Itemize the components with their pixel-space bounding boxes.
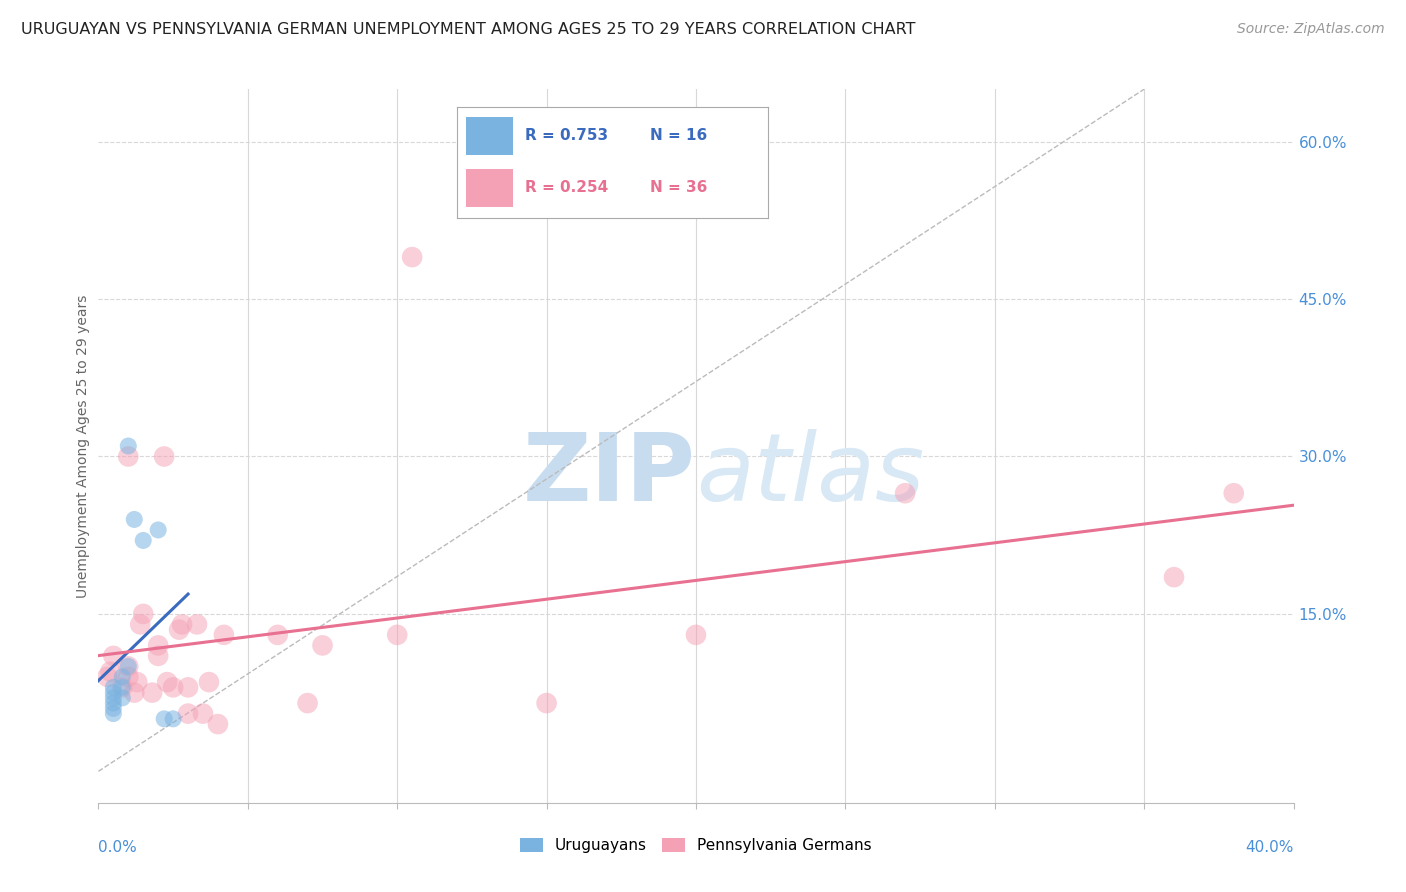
Point <box>141 685 163 699</box>
Point <box>148 639 170 653</box>
Point <box>129 617 152 632</box>
Point <box>132 533 155 548</box>
Point <box>111 681 134 695</box>
Point <box>385 628 409 642</box>
Point <box>148 523 170 537</box>
Text: 0.0%: 0.0% <box>98 839 138 855</box>
Text: N = 36: N = 36 <box>650 179 707 194</box>
Point <box>297 696 319 710</box>
Point <box>401 250 423 264</box>
Point <box>124 685 146 699</box>
Legend: Uruguayans, Pennsylvania Germans: Uruguayans, Pennsylvania Germans <box>513 831 879 859</box>
Point <box>96 670 118 684</box>
FancyBboxPatch shape <box>467 117 513 154</box>
Text: 40.0%: 40.0% <box>1246 839 1294 855</box>
Point <box>103 681 125 695</box>
Point <box>111 670 134 684</box>
Point <box>153 712 176 726</box>
Point <box>103 696 125 710</box>
Point <box>156 675 179 690</box>
Point <box>267 628 290 642</box>
Point <box>311 639 333 653</box>
Text: R = 0.254: R = 0.254 <box>526 179 609 194</box>
Point <box>198 675 221 690</box>
Point <box>103 690 125 705</box>
Point <box>894 486 917 500</box>
Point <box>177 706 200 721</box>
Text: ZIP: ZIP <box>523 428 696 521</box>
Point <box>536 696 558 710</box>
Point <box>212 628 235 642</box>
Point <box>191 706 214 721</box>
Point <box>148 648 170 663</box>
Point <box>1223 486 1246 500</box>
Text: R = 0.753: R = 0.753 <box>526 128 609 143</box>
Point <box>172 617 194 632</box>
Point <box>117 659 139 673</box>
Point <box>162 681 184 695</box>
Point <box>117 439 139 453</box>
Text: Source: ZipAtlas.com: Source: ZipAtlas.com <box>1237 22 1385 37</box>
Point <box>117 450 139 464</box>
FancyBboxPatch shape <box>467 169 513 207</box>
Point <box>186 617 208 632</box>
Point <box>153 450 176 464</box>
Point <box>103 685 125 699</box>
Point <box>124 512 146 526</box>
Point <box>111 681 134 695</box>
Y-axis label: Unemployment Among Ages 25 to 29 years: Unemployment Among Ages 25 to 29 years <box>76 294 90 598</box>
Point <box>117 670 139 684</box>
Point <box>132 607 155 621</box>
Point <box>100 665 122 679</box>
Point <box>167 623 190 637</box>
Text: URUGUAYAN VS PENNSYLVANIA GERMAN UNEMPLOYMENT AMONG AGES 25 TO 29 YEARS CORRELAT: URUGUAYAN VS PENNSYLVANIA GERMAN UNEMPLO… <box>21 22 915 37</box>
Point <box>1163 570 1185 584</box>
Point <box>127 675 149 690</box>
Text: N = 16: N = 16 <box>650 128 707 143</box>
Point <box>103 706 125 721</box>
Point <box>162 712 184 726</box>
Point <box>177 681 200 695</box>
Text: atlas: atlas <box>696 429 924 520</box>
Point <box>103 701 125 715</box>
Point <box>111 690 134 705</box>
Point <box>207 717 229 731</box>
Point <box>117 659 139 673</box>
Point <box>685 628 707 642</box>
Point <box>103 648 125 663</box>
